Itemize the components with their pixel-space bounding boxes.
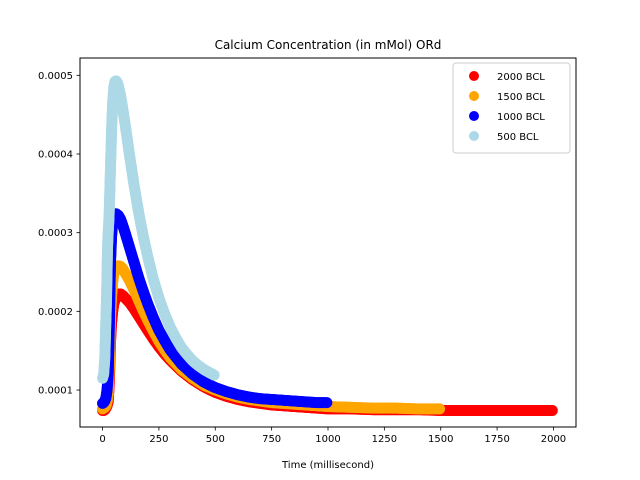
data-point (321, 397, 333, 409)
series-500-bcl (97, 75, 220, 384)
y-tick-label: 0.0005 (38, 71, 73, 82)
x-tick-label: 1500 (428, 434, 453, 445)
legend-label: 500 BCL (497, 132, 539, 143)
legend-marker (469, 71, 479, 81)
legend-marker (469, 91, 479, 101)
x-tick-label: 250 (149, 434, 168, 445)
plot-area (79, 57, 577, 428)
legend-label: 1000 BCL (497, 112, 545, 123)
x-tick-label: 750 (262, 434, 281, 445)
legend-label: 1500 BCL (497, 92, 545, 103)
data-point (434, 403, 446, 415)
x-tick-label: 0 (99, 434, 105, 445)
x-tick-label: 2000 (541, 434, 566, 445)
legend: 2000 BCL 1500 BCL 1000 BCL 500 BCL (452, 62, 571, 154)
y-tick-label: 0.0002 (38, 307, 73, 318)
data-point (546, 404, 558, 416)
y-axis: 0.0001 0.0002 0.0003 0.0004 0.0005 (38, 71, 80, 397)
y-tick-label: 0.0004 (38, 149, 73, 160)
x-axis: 0 250 500 750 1000 1250 1500 1750 2000 (99, 427, 566, 445)
legend-marker (469, 111, 479, 121)
x-axis-label: Time (millisecond) (281, 460, 374, 471)
series-layer (97, 75, 558, 416)
legend-label: 2000 BCL (497, 72, 545, 83)
x-tick-label: 1000 (315, 434, 340, 445)
x-tick-label: 1250 (372, 434, 397, 445)
chart-title: Calcium Concentration (in mMol) ORd (215, 38, 442, 52)
legend-marker (469, 131, 479, 141)
x-tick-label: 1750 (484, 434, 509, 445)
data-point (208, 369, 220, 381)
x-tick-label: 500 (206, 434, 225, 445)
y-tick-label: 0.0003 (38, 228, 73, 239)
legend-frame (452, 62, 571, 154)
y-tick-label: 0.0001 (38, 386, 73, 397)
